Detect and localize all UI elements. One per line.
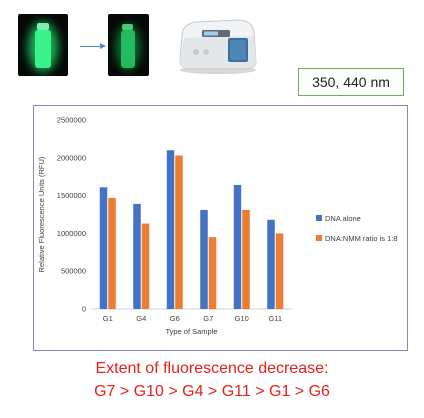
bar-g11-series-2 xyxy=(275,233,284,309)
x-tick-label: G10 xyxy=(235,314,249,323)
legend-swatch-2 xyxy=(316,235,322,241)
y-tick-label: 1000000 xyxy=(57,229,86,238)
caption-line-2: G7 > G10 > G4 > G11 > G1 > G6 xyxy=(94,383,330,400)
x-axis-title: Type of Sample xyxy=(165,327,217,336)
legend-label-1: DNA alone xyxy=(325,214,361,223)
bar-g11-series-1 xyxy=(267,219,275,309)
bar-g10-series-1 xyxy=(233,185,242,309)
y-tick-label: 1500000 xyxy=(57,191,86,200)
bar-g6-series-1 xyxy=(166,150,175,309)
x-tick-label: G7 xyxy=(203,314,213,323)
chart-frame: 0 500000 1000000 1500000 2000000 2500000 G1 G4 G… xyxy=(33,105,408,351)
caption-line-1: Extent of fluorescence decrease: xyxy=(95,360,329,377)
y-tick-label: 500000 xyxy=(61,267,86,276)
legend-label-2: DNA:NMM ratio is 1:8 xyxy=(325,234,398,243)
y-tick-label: 0 xyxy=(82,305,86,314)
bar-g4-series-1 xyxy=(133,203,141,309)
bar-g6-series-2 xyxy=(175,155,183,309)
bar-g4-series-2 xyxy=(141,223,150,309)
x-tick-label: G11 xyxy=(268,314,282,323)
wavelength-label: 350, 440 nm xyxy=(298,68,404,96)
arrow-right-icon xyxy=(80,46,102,47)
legend-swatch-1 xyxy=(316,215,322,221)
fluorescence-bar-chart: 0 500000 1000000 1500000 2000000 2500000 G1 G4 G… xyxy=(37,116,398,337)
bar-g1-series-2 xyxy=(108,197,116,309)
bar-g7-series-2 xyxy=(208,237,217,309)
y-tick-label: 2000000 xyxy=(57,153,86,162)
x-tick-label: G6 xyxy=(170,314,180,323)
y-axis-title: Relative Fluorescence Units (RFU) xyxy=(37,156,46,272)
spectrofluorometer-icon xyxy=(179,19,257,74)
glowing-vial-icon xyxy=(18,14,68,76)
x-tick-label: G4 xyxy=(136,314,146,323)
y-tick-label: 2500000 xyxy=(57,116,86,125)
bar-g7-series-1 xyxy=(200,209,208,309)
arrow-head-icon xyxy=(100,43,106,49)
dimmed-vial-icon xyxy=(108,14,149,76)
x-tick-label: G1 xyxy=(103,314,113,323)
bar-g1-series-1 xyxy=(99,187,108,309)
bar-g10-series-2 xyxy=(242,209,250,309)
